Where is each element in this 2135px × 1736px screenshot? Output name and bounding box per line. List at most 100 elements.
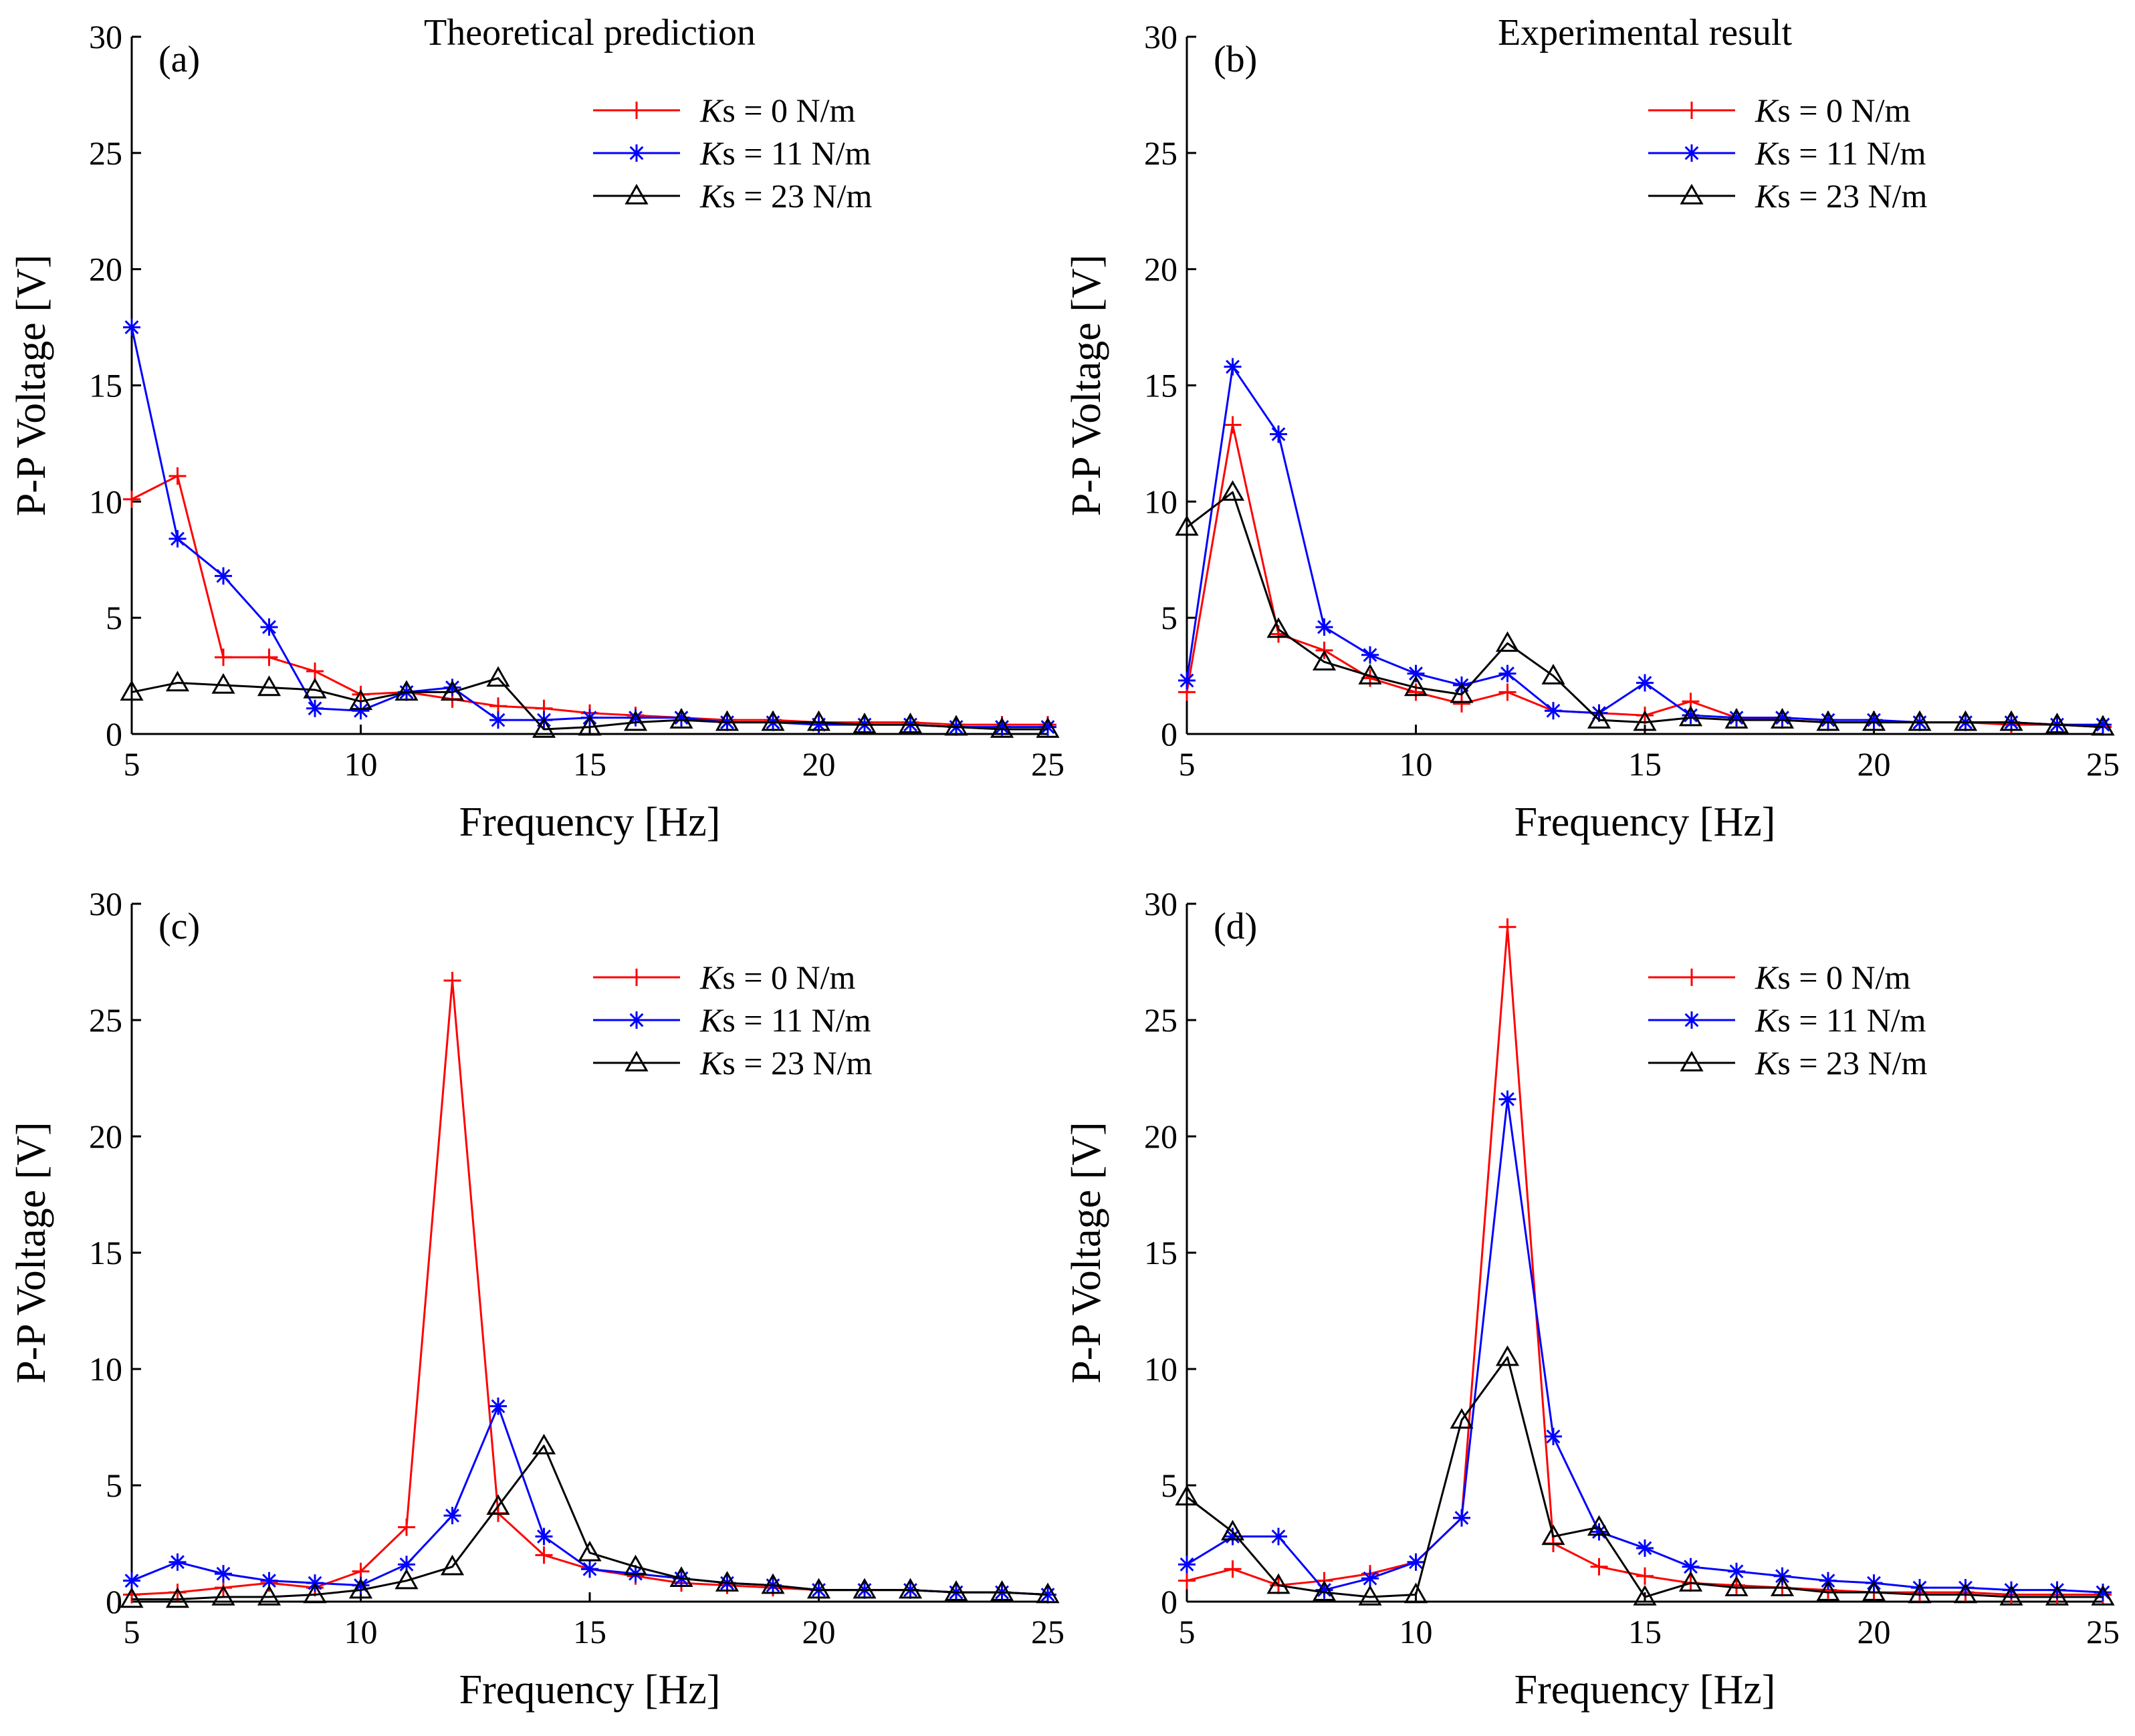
data-point-marker bbox=[395, 680, 419, 701]
data-point-marker bbox=[440, 1554, 465, 1576]
data-point-marker bbox=[944, 715, 968, 736]
data-point-marker bbox=[1175, 1485, 1199, 1506]
x-tick-label: 20 bbox=[802, 745, 836, 783]
data-point-marker-d2 bbox=[1546, 703, 1561, 718]
x-tick-label: 20 bbox=[1858, 1613, 1891, 1650]
data-point-marker bbox=[303, 1582, 327, 1604]
y-tick-label: 25 bbox=[89, 1001, 122, 1039]
data-point-marker bbox=[211, 1585, 235, 1606]
legend-label-rest: s = 23 N/m bbox=[722, 1044, 872, 1082]
x-tick-label: 10 bbox=[344, 1613, 378, 1650]
legend-label-k: K bbox=[699, 1001, 724, 1039]
y-tick-label: 15 bbox=[1144, 367, 1177, 404]
y-axis-label: P-P Voltage [V] bbox=[9, 255, 54, 517]
legend-label: Ks = 23 N/m bbox=[699, 1044, 873, 1082]
data-point-marker-d2 bbox=[1684, 1560, 1698, 1574]
legend: Ks = 0 N/mKs = 11 N/mKs = 23 N/m bbox=[1648, 92, 1928, 215]
series-line bbox=[131, 677, 1048, 731]
data-point-marker bbox=[2091, 1585, 2115, 1606]
panel-tag: (d) bbox=[1214, 906, 1257, 947]
x-tick-label: 5 bbox=[124, 1613, 140, 1650]
data-point-marker bbox=[532, 1433, 556, 1455]
data-point-marker bbox=[1816, 710, 1840, 731]
data-point-marker bbox=[1678, 705, 1703, 727]
data-point-marker bbox=[2045, 1585, 2069, 1606]
data-point-marker-d2 bbox=[491, 1399, 505, 1414]
legend-label: Ks = 23 N/m bbox=[1755, 177, 1928, 215]
x-axis-label: Frequency [Hz] bbox=[459, 1667, 721, 1713]
data-point-marker-d2 bbox=[1454, 1511, 1469, 1525]
series-1 bbox=[1178, 918, 2112, 1604]
data-point-marker-d2 bbox=[1179, 673, 1194, 688]
series-line bbox=[1186, 926, 2103, 1596]
data-point-marker bbox=[1999, 710, 2023, 731]
data-point-marker-d2 bbox=[537, 1529, 551, 1543]
data-point-marker bbox=[853, 1578, 877, 1599]
legend-label-k: K bbox=[699, 1044, 724, 1082]
data-point-marker bbox=[1908, 710, 1932, 731]
series-3 bbox=[120, 666, 1060, 738]
data-point-marker-d2 bbox=[1867, 713, 1881, 727]
data-point-marker bbox=[1036, 717, 1060, 738]
legend-label-rest: s = 11 N/m bbox=[1777, 1001, 1926, 1039]
legend-marker bbox=[625, 183, 649, 205]
data-point-marker bbox=[1495, 631, 1520, 652]
y-tick-label: 10 bbox=[89, 483, 122, 520]
data-point-marker bbox=[806, 710, 831, 731]
y-tick-label: 15 bbox=[89, 367, 122, 404]
data-point-marker-d2 bbox=[1500, 666, 1514, 681]
y-tick-label: 20 bbox=[89, 251, 122, 288]
x-axis-label: Frequency [Hz] bbox=[1514, 799, 1776, 845]
data-point-marker bbox=[1724, 1576, 1749, 1596]
x-tick-label: 5 bbox=[1179, 1613, 1196, 1650]
panel-tag: (a) bbox=[158, 39, 200, 80]
data-point-marker-d2 bbox=[1684, 708, 1698, 723]
data-point-marker bbox=[990, 717, 1014, 738]
x-tick-label: 10 bbox=[1399, 745, 1433, 783]
x-tick-label: 10 bbox=[344, 745, 378, 783]
data-point-marker bbox=[348, 1578, 373, 1599]
legend-label-rest: s = 0 N/m bbox=[1777, 959, 1910, 996]
legend-label: Ks = 0 N/m bbox=[699, 92, 856, 129]
y-tick-label: 5 bbox=[1161, 1467, 1177, 1504]
panel-tag: (b) bbox=[1214, 39, 1257, 80]
data-point-marker-d2 bbox=[1226, 1529, 1240, 1543]
data-point-marker-d2 bbox=[171, 531, 185, 546]
series-line bbox=[132, 1445, 1048, 1601]
data-point-marker bbox=[165, 1587, 190, 1608]
data-point-marker-d2 bbox=[1775, 711, 1789, 725]
data-point-marker bbox=[1220, 1519, 1245, 1541]
y-tick-label: 0 bbox=[1161, 1583, 1177, 1620]
series-1 bbox=[123, 467, 1056, 734]
data-point-marker-d2 bbox=[1592, 1525, 1606, 1539]
y-tick-label: 15 bbox=[89, 1234, 122, 1271]
y-tick-label: 5 bbox=[106, 599, 122, 636]
y-tick-label: 30 bbox=[1144, 18, 1177, 55]
data-point-marker bbox=[120, 680, 144, 701]
data-point-marker-d2 bbox=[1638, 1541, 1652, 1556]
series-2 bbox=[1178, 358, 2112, 734]
data-point-marker bbox=[1678, 1571, 1703, 1592]
data-point-marker bbox=[120, 1587, 144, 1608]
data-point-marker bbox=[1266, 1573, 1290, 1594]
legend-label-rest: s = 0 N/m bbox=[722, 959, 855, 996]
y-tick-label: 10 bbox=[89, 1350, 122, 1388]
data-point-marker bbox=[532, 717, 556, 738]
data-point-marker bbox=[806, 1578, 831, 1599]
data-point-marker bbox=[761, 1573, 785, 1594]
data-point-marker bbox=[1450, 682, 1474, 703]
data-point-marker bbox=[395, 1568, 419, 1590]
x-tick-label: 25 bbox=[1031, 1613, 1064, 1650]
data-point-marker bbox=[1908, 1582, 1932, 1604]
legend-label-rest: s = 23 N/m bbox=[722, 177, 872, 215]
series-3 bbox=[1175, 1345, 2115, 1606]
legend-marker-d2 bbox=[1684, 1013, 1699, 1027]
x-tick-label: 15 bbox=[1628, 745, 1662, 783]
data-point-marker bbox=[257, 1585, 282, 1606]
legend-label-k: K bbox=[699, 959, 724, 996]
data-point-marker-d2 bbox=[1546, 1429, 1561, 1444]
